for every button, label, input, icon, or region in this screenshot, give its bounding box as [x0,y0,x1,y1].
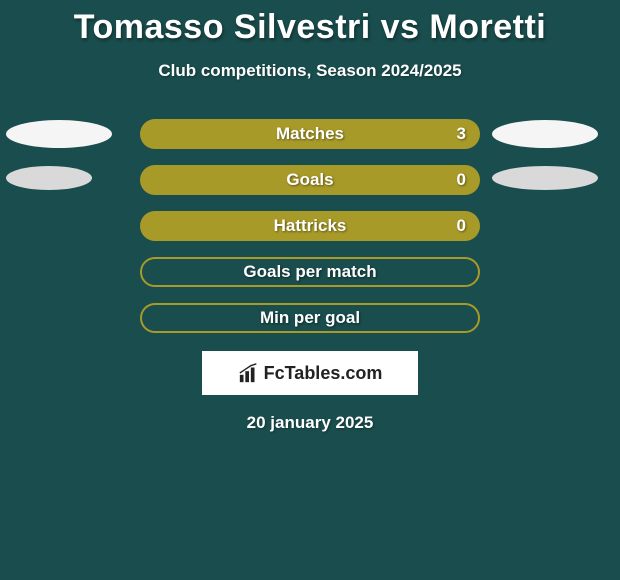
stat-value: 0 [457,211,466,241]
page-subtitle: Club competitions, Season 2024/2025 [0,61,620,81]
date-label: 20 january 2025 [0,413,620,433]
stat-label: Min per goal [260,308,360,328]
ellipse-left [6,166,92,190]
stat-row: Goals 0 [0,165,620,195]
ellipse-left [6,120,112,148]
logo-box: FcTables.com [202,351,418,395]
barchart-icon [238,362,260,384]
page-title: Tomasso Silvestri vs Moretti [0,0,620,47]
stat-label: Hattricks [274,216,347,236]
stat-rows: Matches 3 Goals 0 Hattricks 0 Goals per match M… [0,119,620,333]
stat-label: Matches [276,124,344,144]
stat-value: 0 [457,165,466,195]
stat-bar: Matches 3 [140,119,480,149]
logo-text: FcTables.com [264,363,383,384]
stat-row: Hattricks 0 [0,211,620,241]
stat-bar: Min per goal [140,303,480,333]
stat-label: Goals [286,170,333,190]
stat-row: Matches 3 [0,119,620,149]
ellipse-right [492,120,598,148]
stat-bar: Goals per match [140,257,480,287]
ellipse-right [492,166,598,190]
logo: FcTables.com [238,362,383,384]
stat-bar: Hattricks 0 [140,211,480,241]
stat-bar: Goals 0 [140,165,480,195]
stat-row: Min per goal [0,303,620,333]
stat-label: Goals per match [243,262,376,282]
stat-value: 3 [457,119,466,149]
stat-row: Goals per match [0,257,620,287]
